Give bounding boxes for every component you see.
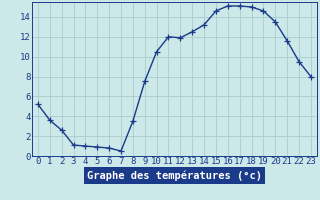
X-axis label: Graphe des températures (°c): Graphe des températures (°c) bbox=[87, 171, 262, 181]
